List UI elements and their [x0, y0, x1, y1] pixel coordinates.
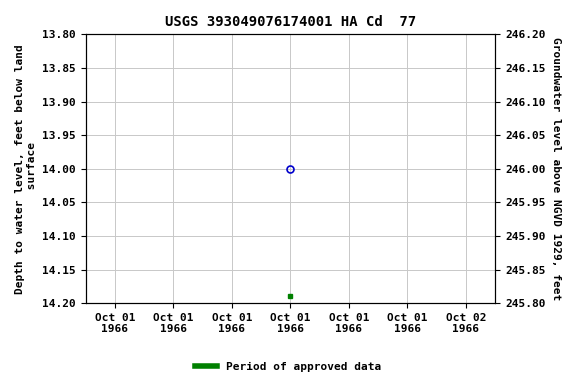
Y-axis label: Depth to water level, feet below land
 surface: Depth to water level, feet below land su…: [15, 44, 37, 294]
Title: USGS 393049076174001 HA Cd  77: USGS 393049076174001 HA Cd 77: [165, 15, 416, 29]
Y-axis label: Groundwater level above NGVD 1929, feet: Groundwater level above NGVD 1929, feet: [551, 37, 561, 300]
Legend: Period of approved data: Period of approved data: [191, 358, 385, 377]
